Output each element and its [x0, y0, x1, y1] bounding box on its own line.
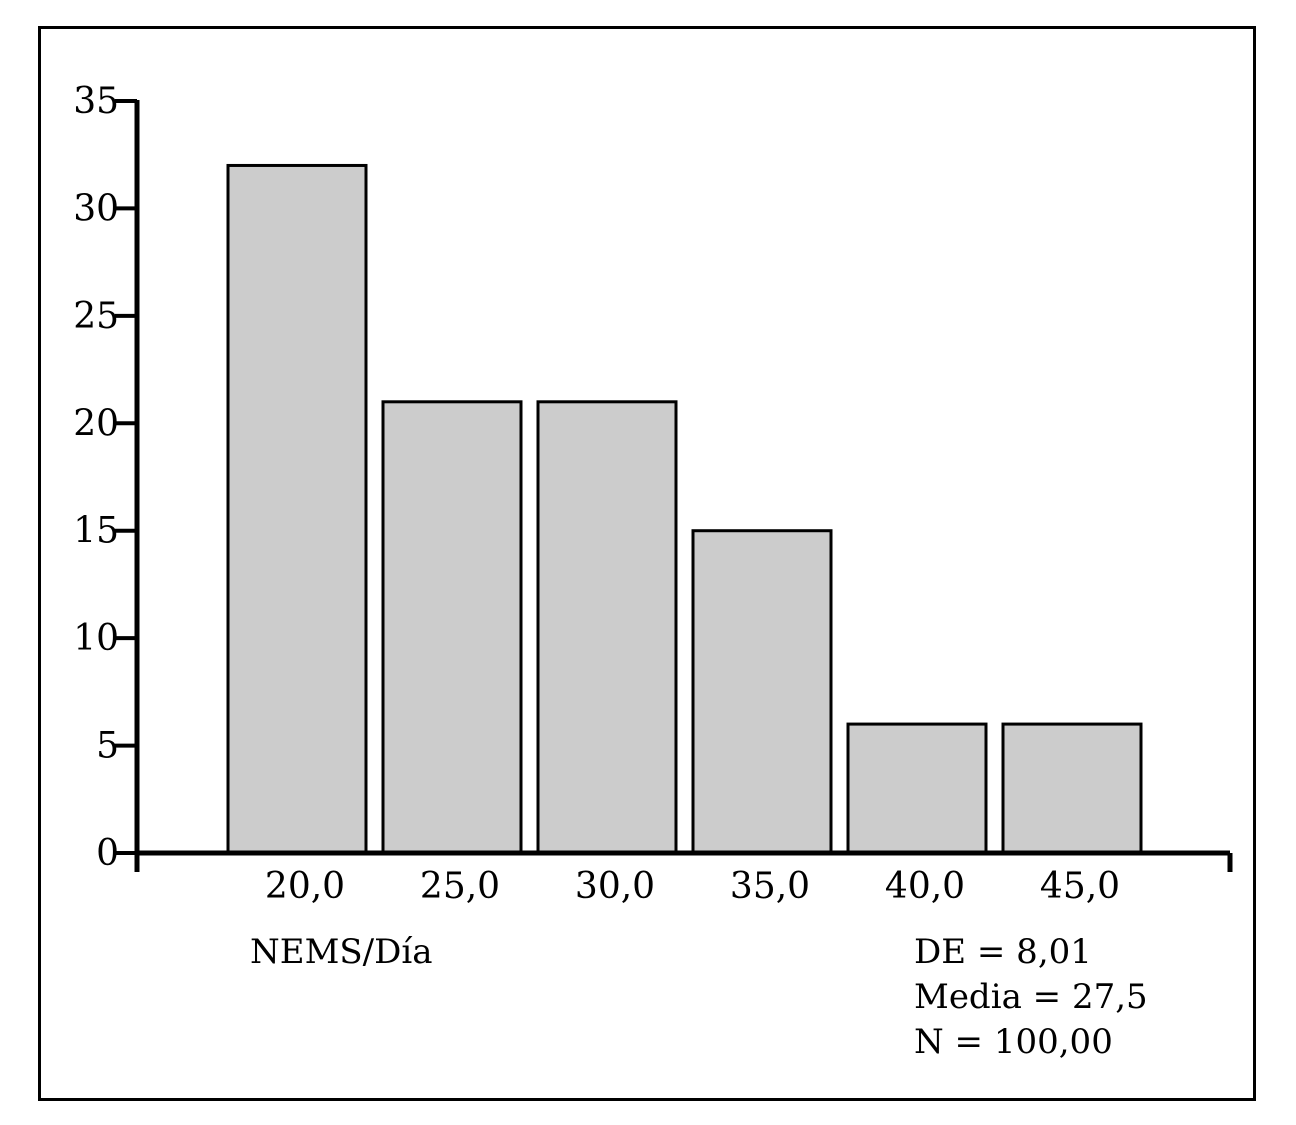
bar-40-0	[846, 722, 988, 855]
y-tick-label: 0	[96, 833, 119, 874]
bar-30-0	[536, 400, 678, 855]
stats-annotation: DE = 8,01	[914, 932, 1092, 972]
stats-annotation: N = 100,00	[914, 1022, 1113, 1062]
x-tick-label: 35,0	[730, 866, 810, 907]
stats-annotation: Media = 27,5	[914, 977, 1148, 1017]
y-tick-label: 25	[73, 296, 119, 337]
y-tick-label: 15	[73, 511, 119, 552]
y-tick-label: 20	[73, 403, 119, 444]
x-tick-label: 45,0	[1040, 866, 1120, 907]
x-tick-label: 25,0	[420, 866, 500, 907]
x-axis-label: NEMS/Día	[250, 932, 433, 972]
bar-20-0	[226, 163, 368, 855]
bar-25-0	[381, 400, 523, 855]
y-tick-label: 35	[73, 81, 119, 122]
x-tick-label: 20,0	[265, 866, 345, 907]
y-tick-label: 10	[73, 618, 119, 659]
y-tick-label: 30	[73, 188, 119, 229]
bar-45-0	[1001, 722, 1143, 855]
x-tick-label: 30,0	[575, 866, 655, 907]
x-tick-label: 40,0	[885, 866, 965, 907]
y-tick-label: 5	[96, 726, 119, 767]
bar-35-0	[691, 529, 833, 855]
